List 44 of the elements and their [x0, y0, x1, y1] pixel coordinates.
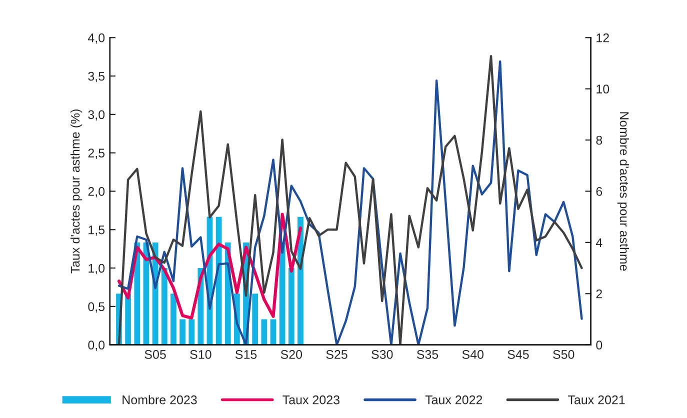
y-tick-label: 2,0: [88, 187, 105, 198]
x-tick-label: S30: [372, 350, 393, 359]
x-tick-label: S25: [326, 350, 348, 359]
y2-tick-label: 6: [596, 187, 602, 196]
y2-tick-label: 2: [596, 289, 602, 298]
legend-label: Taux 2022: [425, 395, 482, 404]
x-tick-label: S20: [280, 350, 302, 359]
y-tick-label: 4,0: [88, 33, 105, 44]
legend-label: Nombre 2023: [122, 395, 197, 404]
bar: [279, 242, 286, 345]
legend-label: Taux 2021: [568, 395, 625, 404]
y2-tick-label: 8: [596, 136, 602, 145]
bar: [188, 319, 195, 345]
x-tick-label: S40: [462, 350, 484, 359]
bar: [170, 294, 176, 345]
bar: [252, 294, 258, 345]
x-tick-label: S15: [235, 350, 257, 359]
bar: [288, 268, 294, 345]
x-tick-label: S05: [144, 350, 166, 359]
x-tick-label: S45: [508, 350, 529, 359]
y2-tick-label: 0: [596, 340, 602, 350]
y-tick-label: 0,0: [88, 340, 105, 351]
line-series: [117, 212, 302, 320]
y-tick-label: 0,5: [88, 302, 105, 313]
legend-label: Taux 2023: [282, 395, 340, 404]
y-axis-title: Taux d'actes pour asthme (%): [70, 110, 82, 274]
bar: [180, 319, 186, 345]
y-tick-label: 1,5: [88, 226, 105, 236]
x-tick-label: S10: [190, 350, 212, 359]
bar: [125, 294, 132, 345]
bar: [216, 216, 222, 345]
y2-axis-title: Nombre d'actes pour asthme: [617, 112, 630, 271]
x-tick-label: S35: [416, 350, 438, 359]
bar: [270, 319, 276, 345]
y2-tick-label: 4: [596, 238, 602, 247]
bar: [261, 319, 268, 345]
y-tick-label: 2,5: [88, 148, 105, 159]
y2-tick-label: 12: [596, 33, 609, 42]
y-tick-label: 1,0: [88, 264, 105, 274]
y-tick-label: 3,0: [88, 110, 105, 121]
bar: [161, 268, 168, 345]
y-tick-label: 3,5: [88, 72, 105, 82]
y2-tick-label: 10: [596, 84, 610, 94]
x-tick-label: S50: [553, 350, 574, 359]
